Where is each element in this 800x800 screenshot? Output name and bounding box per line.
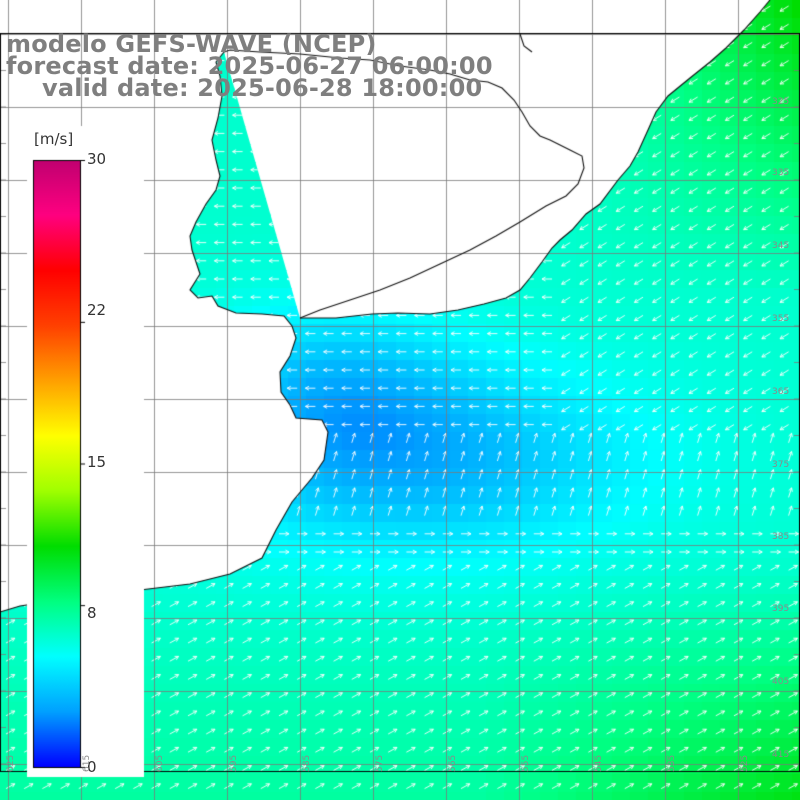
title-model: modelo GEFS-WAVE (NCEP)	[6, 30, 377, 58]
title-valid-date: valid date: 2025-06-28 18:00:00	[42, 74, 483, 102]
title-forecast-date: forecast date: 2025-06-27 06:00:00	[6, 52, 493, 80]
